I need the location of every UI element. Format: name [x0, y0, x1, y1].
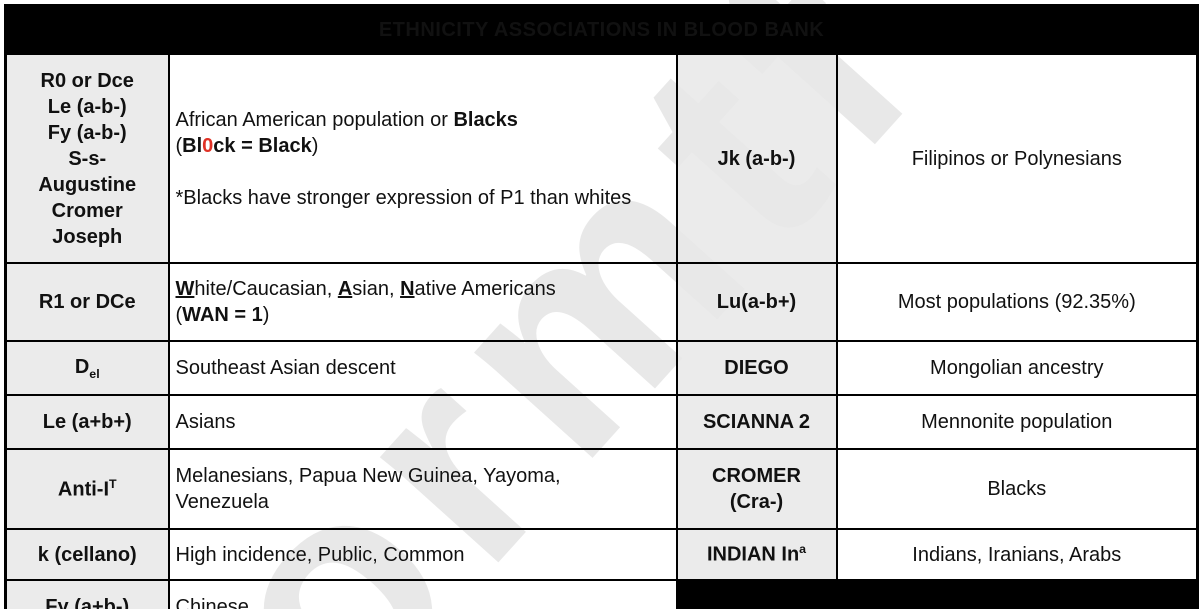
ethnicity-desc-cell: Asians	[167, 394, 678, 450]
ethnicity-desc-cell: Mongolian ancestry	[835, 340, 1199, 396]
table-row: Fy (a+b-) Chinese	[4, 579, 1199, 609]
ethnicity-desc-cell: Chinese	[167, 579, 678, 609]
antigen-label-cell: Lu(a-b+)	[675, 262, 838, 342]
antigen-label-cell: Le (a+b+)	[4, 394, 170, 450]
antigen-label-cell: Anti-IT	[4, 448, 170, 530]
ethnicity-desc-cell: Melanesians, Papua New Guinea, Yayoma, V…	[167, 448, 678, 530]
ethnicity-desc-cell: Filipinos or Polynesians	[835, 53, 1199, 264]
blood-bank-ethnicity-table: ETHNICITY ASSOCIATIONS IN BLOOD BANK R0 …	[4, 4, 1200, 609]
antigen-label-cell: Fy (a+b-)	[4, 579, 170, 609]
title-row: ETHNICITY ASSOCIATIONS IN BLOOD BANK	[4, 4, 1199, 55]
antigen-label-cell: INDIAN Ina	[675, 528, 838, 581]
antigen-label-cell: SCIANNA 2	[675, 394, 838, 450]
antigen-label-cell: Del	[4, 340, 170, 396]
table-row: k (cellano) High incidence, Public, Comm…	[4, 528, 1199, 581]
antigen-label-cell: DIEGO	[675, 340, 838, 396]
ethnicity-desc-cell: Mennonite population	[835, 394, 1199, 450]
ethnicity-desc-cell: Southeast Asian descent	[167, 340, 678, 396]
antigen-label-cell: R0 or Dce Le (a-b-) Fy (a-b-) S-s- Augus…	[4, 53, 170, 264]
table-row: Le (a+b+) Asians SCIANNA 2 Mennonite pop…	[4, 394, 1199, 450]
table-row: R1 or DCe White/Caucasian, Asian, Native…	[4, 262, 1199, 342]
antigen-label-cell: Jk (a-b-)	[675, 53, 838, 264]
blackout-cell	[675, 579, 1199, 609]
ethnicity-desc-cell: African American population or Blacks (B…	[167, 53, 678, 264]
table-row: R0 or Dce Le (a-b-) Fy (a-b-) S-s- Augus…	[4, 53, 1199, 264]
table-title: ETHNICITY ASSOCIATIONS IN BLOOD BANK	[4, 4, 1199, 55]
table-row: Anti-IT Melanesians, Papua New Guinea, Y…	[4, 448, 1199, 530]
table-row: Del Southeast Asian descent DIEGO Mongol…	[4, 340, 1199, 396]
ethnicity-desc-cell: High incidence, Public, Common	[167, 528, 678, 581]
ethnicity-desc-cell: White/Caucasian, Asian, Native Americans…	[167, 262, 678, 342]
ethnicity-desc-cell: Blacks	[835, 448, 1199, 530]
antigen-label-cell: k (cellano)	[4, 528, 170, 581]
ethnicity-desc-cell: Indians, Iranians, Arabs	[835, 528, 1199, 581]
ethnicity-desc-cell: Most populations (92.35%)	[835, 262, 1199, 342]
antigen-label-cell: CROMER (Cra-)	[675, 448, 838, 530]
antigen-label-cell: R1 or DCe	[4, 262, 170, 342]
